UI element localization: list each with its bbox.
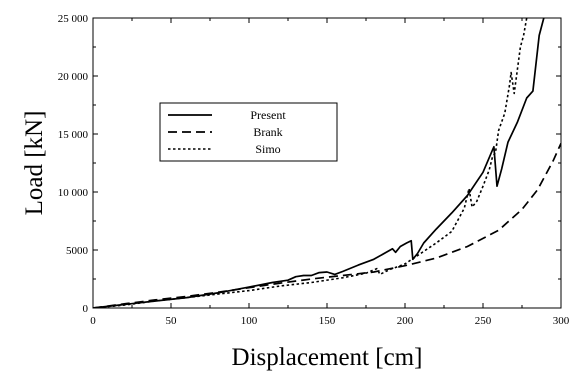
y-axis-label: Load [kN] bbox=[21, 111, 48, 216]
x-tick-label: 50 bbox=[166, 315, 178, 327]
x-tick-label: 150 bbox=[319, 315, 336, 327]
y-tick-label: 10 000 bbox=[58, 187, 89, 199]
x-tick-label: 200 bbox=[397, 315, 414, 327]
x-tick-label: 300 bbox=[553, 315, 570, 327]
legend-label-present: Present bbox=[250, 108, 286, 122]
y-tick-label: 5000 bbox=[66, 245, 89, 257]
axes: 0 50 100 150 200 250 300 0 5000 10 000 15 000 20 00… bbox=[58, 13, 570, 327]
series-line-present bbox=[93, 18, 545, 308]
y-tick-label: 0 bbox=[83, 303, 89, 315]
legend-label-simo: Simo bbox=[255, 142, 280, 156]
y-tick-label: 15 000 bbox=[58, 129, 89, 141]
series-layer bbox=[93, 18, 561, 308]
series-line-brank bbox=[93, 142, 561, 308]
legend-label-brank: Brank bbox=[253, 125, 282, 139]
x-tick-label: 250 bbox=[475, 315, 492, 327]
y-tick-label: 25 000 bbox=[58, 13, 89, 25]
x-tick-label: 0 bbox=[90, 315, 96, 327]
x-axis-label: Displacement [cm] bbox=[232, 344, 423, 371]
legend: Present Brank Simo bbox=[159, 102, 338, 162]
x-tick-label: 100 bbox=[241, 315, 258, 327]
series-line-simo bbox=[93, 18, 528, 308]
y-tick-label: 20 000 bbox=[58, 71, 89, 83]
